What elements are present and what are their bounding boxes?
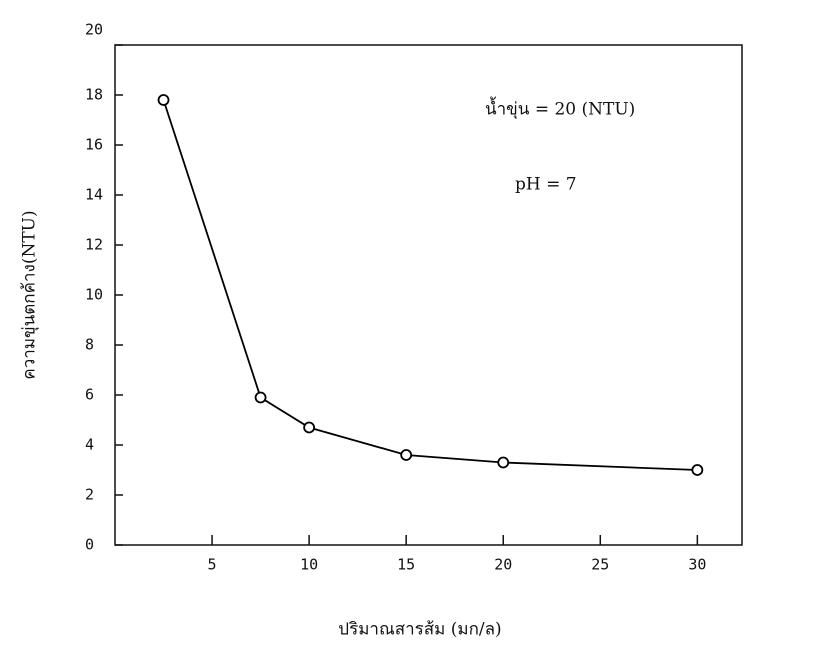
- x-tick-label: 15: [397, 556, 415, 574]
- marker: [498, 458, 508, 468]
- x-tick-label: 25: [591, 556, 609, 574]
- y-tick-label: 12: [85, 236, 103, 254]
- annotation: pH = 7: [515, 175, 577, 195]
- marker: [304, 423, 314, 433]
- y-tick-label: 16: [85, 136, 103, 154]
- marker: [692, 465, 702, 475]
- line: [164, 100, 698, 470]
- y-tick-label: 18: [85, 86, 103, 104]
- marker: [256, 393, 266, 403]
- x-tick-label: 20: [494, 556, 512, 574]
- y-tick-label: 10: [85, 286, 103, 304]
- x-tick-label: 5: [208, 556, 217, 574]
- annotation: น้ำขุ่น = 20 (NTU): [485, 97, 635, 120]
- chart: ปริมาณสารส้ม (มก/ล) ความขุ่นตกค้าง(NTU) …: [0, 0, 825, 662]
- x-axis-label: ปริมาณสารส้ม (มก/ล): [338, 620, 501, 640]
- marker: [401, 450, 411, 460]
- y-tick-label: 6: [85, 386, 94, 404]
- y-tick-label: 4: [85, 436, 94, 454]
- plot-frame: [115, 45, 742, 545]
- y-axis-label: ความขุ่นตกค้าง(NTU): [20, 210, 40, 379]
- x-tick-label: 10: [300, 556, 318, 574]
- y-tick-label: 2: [85, 486, 94, 504]
- y-tick-label: 20: [85, 21, 103, 39]
- y-tick-label: 14: [85, 186, 103, 204]
- marker: [159, 95, 169, 105]
- y-tick-label: 8: [85, 336, 94, 354]
- x-tick-label: 30: [688, 556, 706, 574]
- y-tick-label: 0: [85, 536, 94, 554]
